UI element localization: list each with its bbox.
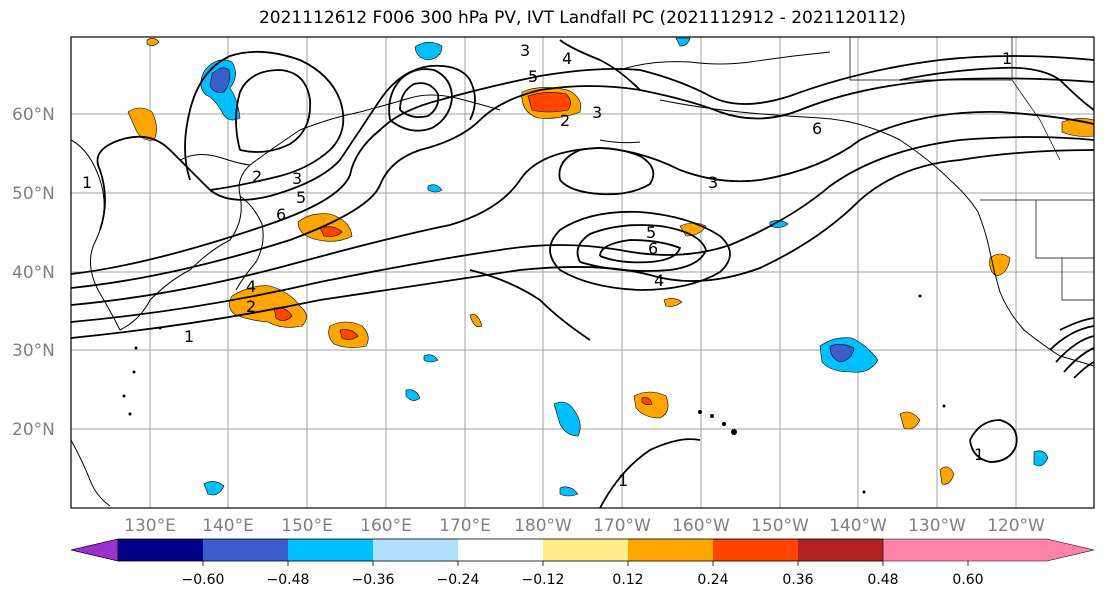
- lon-axis: 130°E 140°E 150°E 160°E 170°E 180°W 170°…: [124, 516, 1045, 536]
- contour-label: 1: [184, 327, 194, 346]
- colorbar-segment: [373, 539, 458, 561]
- colorbar-tick-label: −0.12: [522, 572, 565, 588]
- contour-label: 4: [246, 277, 256, 296]
- contour-label: 3: [292, 169, 302, 188]
- lon-label: 150°W: [751, 516, 809, 536]
- lon-label: 140°W: [829, 516, 887, 536]
- colorbar-segment: [203, 539, 288, 561]
- lat-label: 30°N: [12, 341, 55, 361]
- colorbar-tick-label: 0.60: [952, 572, 983, 588]
- gridlines: [71, 37, 1094, 508]
- lat-label: 40°N: [12, 263, 55, 283]
- contour-label: 1: [1002, 49, 1012, 68]
- colorbar-segment: [118, 539, 203, 561]
- colorbar-tick-label: 0.12: [612, 572, 643, 588]
- colorbar-tick-label: −0.48: [267, 572, 310, 588]
- lat-label: 50°N: [12, 184, 55, 204]
- lon-label: 160°W: [672, 516, 730, 536]
- lon-label: 120°W: [987, 516, 1045, 536]
- lon-label: 150°E: [281, 516, 333, 536]
- colorbar-segment: [543, 539, 628, 561]
- colorbar-tick-label: 0.48: [867, 572, 898, 588]
- contour-label: 2: [560, 111, 570, 130]
- lon-label: 170°W: [593, 516, 651, 536]
- contour-label: 3: [520, 41, 530, 60]
- shaded-anomalies: [127, 37, 1094, 497]
- colorbar-tick-label: 0.24: [697, 572, 728, 588]
- colorbar-segment: [628, 539, 713, 561]
- colorbar: −0.60 −0.48 −0.36 −0.24 −0.12 0.12 0.24 …: [70, 538, 1095, 588]
- contour-label: 2: [246, 297, 256, 316]
- lat-label: 20°N: [12, 420, 55, 440]
- lat-label: 60°N: [12, 105, 55, 125]
- contour-label: 6: [812, 119, 822, 138]
- contour-label: 6: [648, 239, 658, 258]
- colorbar-segment: [713, 539, 798, 561]
- contour-label: 1: [974, 445, 984, 464]
- contour-label: 4: [654, 271, 664, 290]
- contour-label: 5: [296, 188, 306, 207]
- contour-label: 4: [562, 49, 572, 68]
- coastlines: [71, 51, 1094, 507]
- colorbar-extend-low: [70, 538, 119, 562]
- contour-label: 2: [252, 167, 262, 186]
- contour-label: 1: [618, 471, 628, 490]
- contour-label: 1: [82, 173, 92, 192]
- contour-label: 5: [528, 67, 538, 86]
- contour-labels: 1 2 3 4 5 6 3 4 5 2 3 6 1 3 5 6 4 2 1 1 …: [82, 41, 1012, 490]
- colorbar-segment: [798, 539, 883, 561]
- lon-label: 180°W: [514, 516, 572, 536]
- lon-label: 140°E: [202, 516, 254, 536]
- contour-label: 3: [708, 173, 718, 192]
- map-frame: [70, 36, 1095, 509]
- map-content: 1 2 3 4 5 6 3 4 5 2 3 6 1 3 5 6 4 2 1 1 …: [71, 37, 1094, 508]
- colorbar-extend-high: [883, 539, 1094, 561]
- colorbar-tick-label: −0.60: [182, 572, 225, 588]
- colorbar-segment: [458, 539, 543, 561]
- colorbar-segment: [288, 539, 373, 561]
- lon-label: 160°E: [360, 516, 412, 536]
- colorbar-tick-label: 0.36: [782, 572, 813, 588]
- contour-label: 6: [276, 205, 286, 224]
- contour-label: 5: [646, 223, 656, 242]
- pv-contours: [71, 39, 1094, 508]
- colorbar-tick-label: −0.36: [352, 572, 395, 588]
- colorbar-tick-label: −0.24: [437, 572, 480, 588]
- lat-axis: 60°N 50°N 40°N 30°N 20°N: [12, 105, 55, 440]
- lon-label: 130°E: [124, 516, 176, 536]
- map-title: 2021112612 F006 300 hPa PV, IVT Landfall…: [258, 8, 906, 28]
- lon-label: 170°E: [439, 516, 491, 536]
- lon-label: 130°W: [908, 516, 966, 536]
- contour-label: 3: [592, 103, 602, 122]
